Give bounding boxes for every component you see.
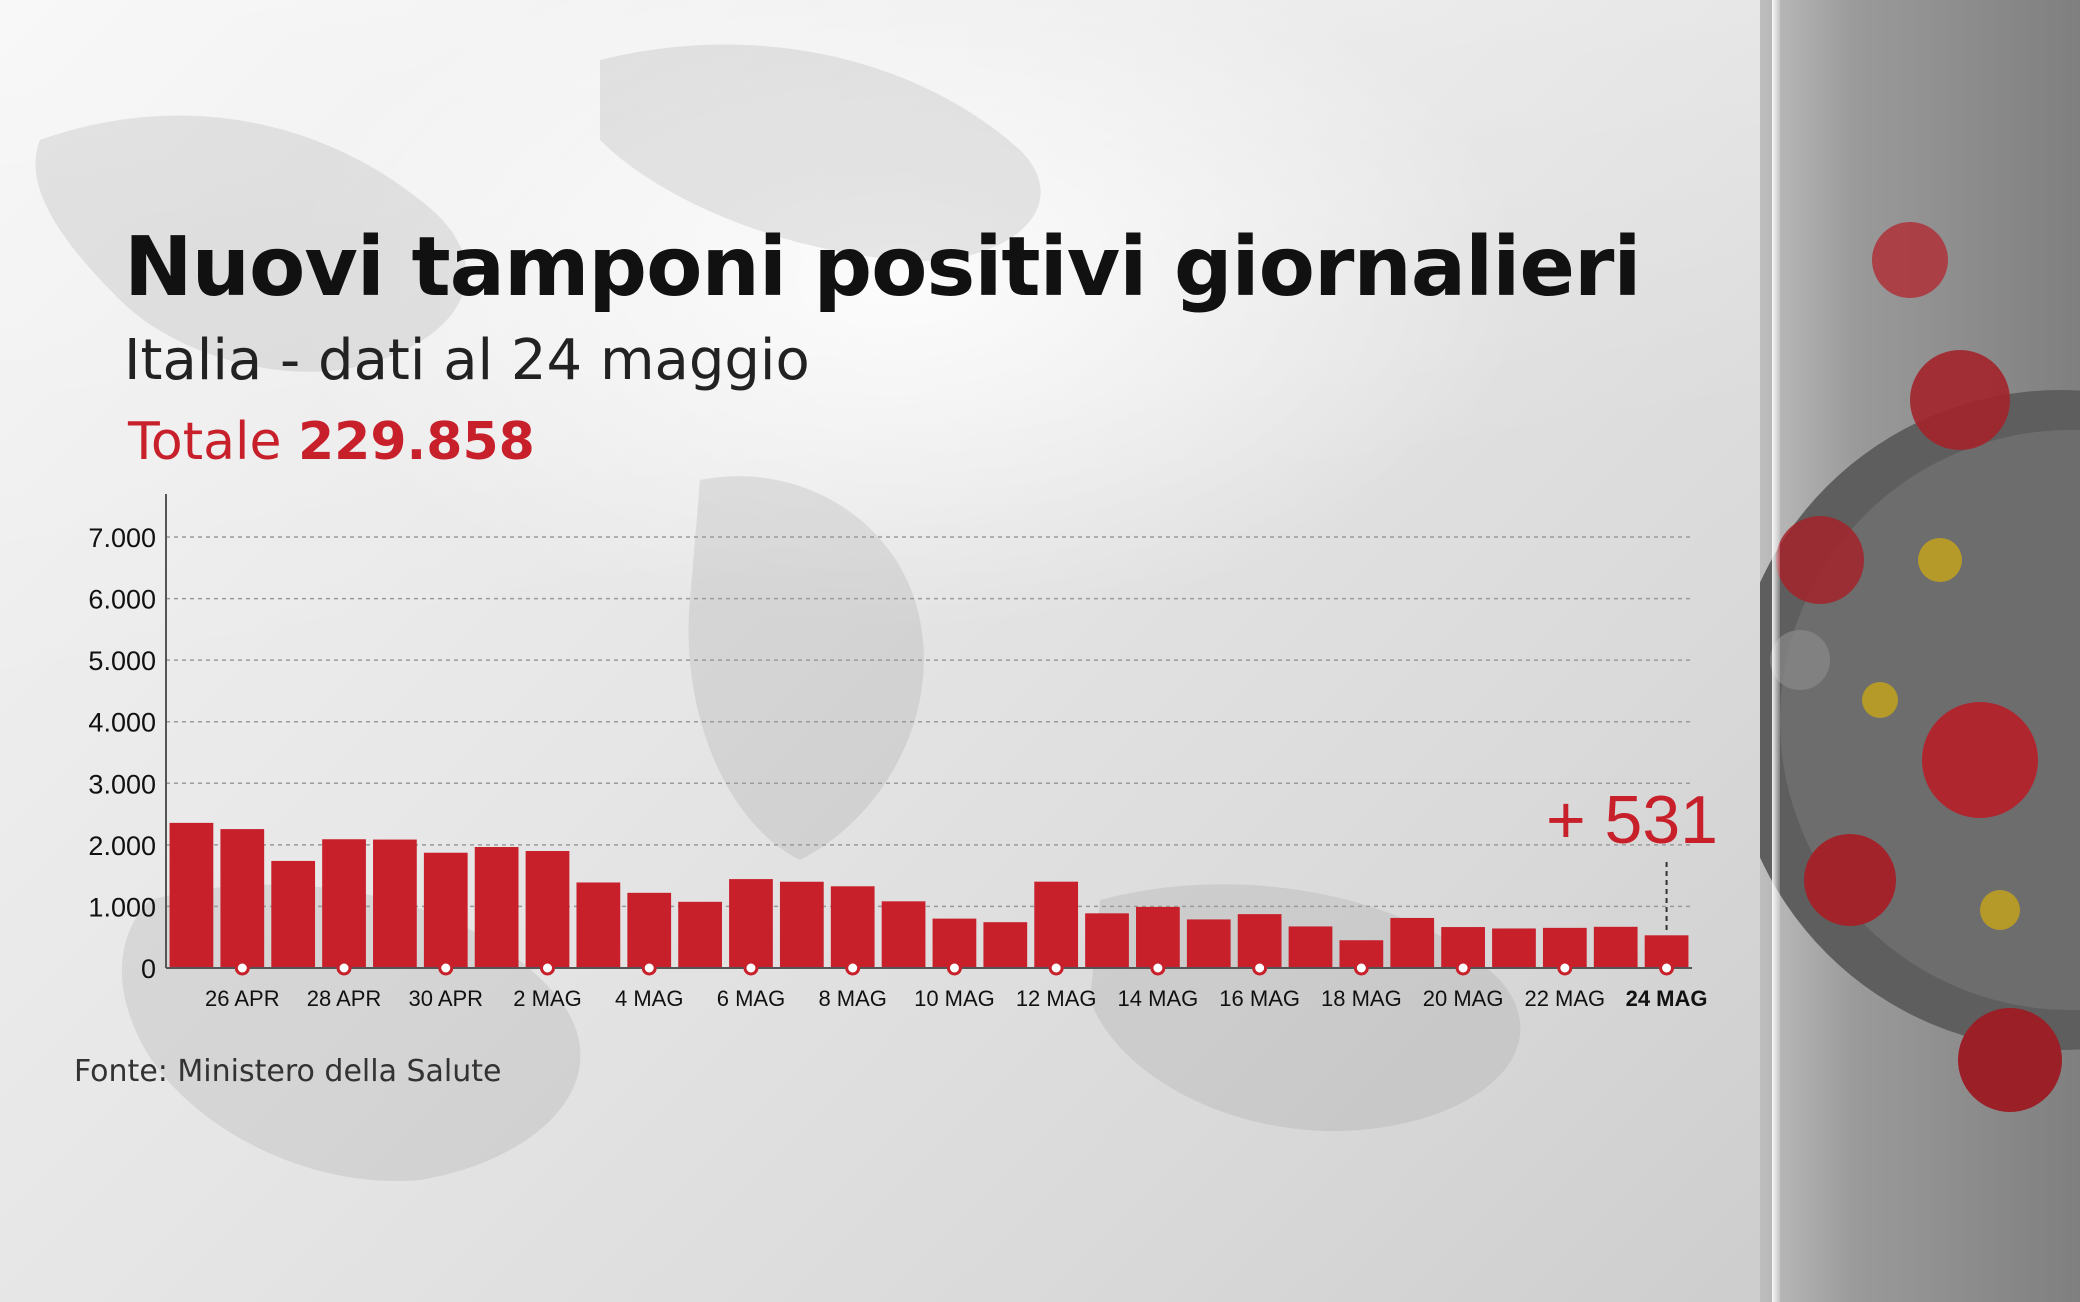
bar [525,851,570,968]
bar [322,839,366,968]
bar [1237,914,1282,968]
bar [220,829,265,968]
x-tick-label: 4 MAG [615,986,683,1011]
source-note: Fonte: Ministero della Salute [74,1054,502,1089]
bar [373,839,417,968]
chart-grid [166,536,1692,908]
panel-divider [1772,0,1780,1302]
bar [1593,926,1638,968]
x-tick-label: 12 MAG [1016,986,1097,1011]
bar [271,860,316,968]
total-label: Totale [128,412,282,472]
bar [881,901,926,968]
x-tick-marker [743,960,759,976]
bar [1186,919,1231,968]
bar [1085,913,1129,968]
x-tick-label: 28 APR [307,986,382,1011]
chart-annotations: + 531 [1546,782,1718,932]
x-tick-marker [336,960,352,976]
chart-bars [169,822,1689,968]
bar [1136,906,1180,968]
virus-image-panel [1760,0,2080,1302]
x-axis: 26 APR 28 APR 30 APR 2 MAG 4 MAG 6 MAG 8 MAG 10… [166,960,1708,1011]
x-tick-label: 24 MAG [1626,986,1708,1011]
total-line: Totale 229.858 [128,412,535,472]
bar [474,847,519,968]
y-tick-label: 3.000 [88,769,156,799]
x-tick-label: 18 MAG [1321,986,1402,1011]
bar [1390,917,1435,968]
bar [932,918,977,968]
x-tick-label: 8 MAG [818,986,886,1011]
bar [830,886,875,968]
y-tick-label: 0 [141,954,156,984]
x-tick-label: 20 MAG [1423,986,1504,1011]
y-tick-label: 6.000 [88,585,156,615]
x-tick-label: 22 MAG [1524,986,1605,1011]
y-tick-label: 5.000 [88,646,156,676]
x-tick-marker [1252,960,1268,976]
x-tick-label: 30 APR [408,986,483,1011]
bar [627,892,672,968]
x-tick-label: 26 APR [205,986,280,1011]
total-value: 229.858 [297,412,535,472]
x-tick-label: 6 MAG [717,986,785,1011]
y-axis: 0 1.000 2.000 3.000 4.000 5.000 6.000 7.000 [88,494,167,984]
coronavirus-illustration [1760,222,2080,1112]
bar [169,822,214,968]
background-sheen [0,0,1780,1302]
x-tick-marker [1353,960,1369,976]
y-tick-label: 2.000 [88,831,156,861]
bar [1034,881,1079,968]
x-tick-marker [234,960,250,976]
bar [1288,926,1333,968]
chart-title: Nuovi tamponi positivi giornalieri [124,220,1642,315]
x-tick-marker [540,960,555,976]
x-tick-label: 14 MAG [1118,986,1199,1011]
y-tick-label: 1.000 [88,892,156,922]
chart-subtitle: Italia - dati al 24 maggio [124,328,810,393]
x-tick-marker [1659,960,1675,976]
bar [576,882,621,968]
x-tick-label: 10 MAG [914,986,995,1011]
x-tick-label: 2 MAG [513,986,581,1011]
x-tick-marker [1150,960,1166,976]
y-tick-label: 4.000 [88,708,156,738]
x-tick-marker [1048,960,1064,976]
bar [779,881,824,968]
x-tick-marker [1455,960,1471,976]
x-tick-marker [845,960,861,976]
x-tick-marker [438,960,454,976]
x-tick-marker [946,960,962,976]
callout-label: + 531 [1546,782,1718,858]
bar [729,879,773,968]
bar [983,922,1028,968]
x-tick-marker [641,960,657,976]
x-tick-marker [1557,960,1573,976]
bar [678,901,722,968]
x-tick-label: 16 MAG [1219,986,1300,1011]
bar [1492,928,1536,968]
y-tick-label: 7.000 [88,523,156,553]
bar [423,852,468,968]
